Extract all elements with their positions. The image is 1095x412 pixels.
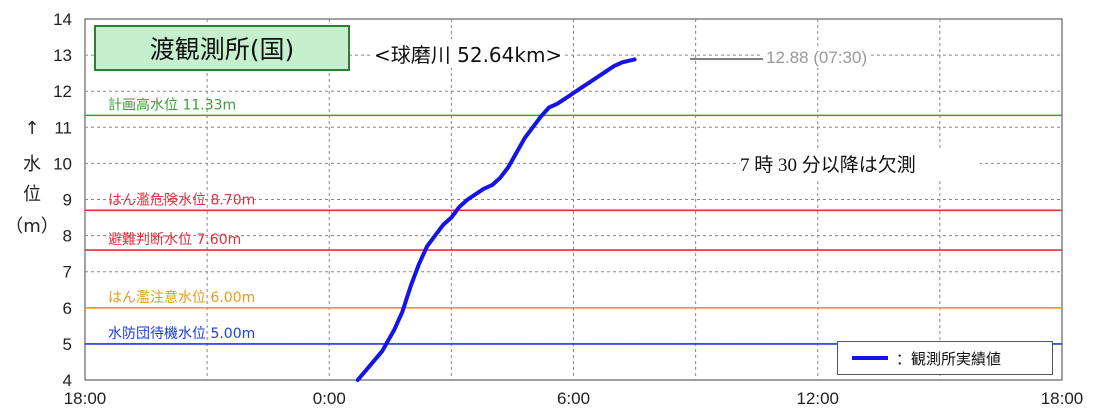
y-axis-label-part: 位: [23, 184, 41, 205]
y-tick-label: 12: [53, 82, 72, 101]
x-tick-label: 6:00: [557, 389, 590, 408]
river-subtitle: <球磨川 52.64km>: [372, 39, 565, 68]
y-tick-label: 9: [63, 191, 72, 210]
y-tick-label: 4: [63, 371, 72, 390]
y-tick-label: 13: [53, 46, 72, 65]
reference-line-label: はん濫注意水位 6.00m: [108, 289, 255, 306]
x-tick-label: 0:00: [313, 389, 346, 408]
reference-line-label: はん濫危険水位 8.70m: [108, 192, 255, 208]
y-tick-label: 14: [53, 10, 72, 29]
y-tick-label: 8: [63, 227, 72, 246]
reference-line-label: 計画高水位 11.33m: [108, 96, 236, 113]
chart-legend: ：観測所実績値: [837, 341, 1053, 375]
y-axis-label-part: 水: [23, 154, 41, 175]
y-tick-label: 5: [63, 335, 72, 354]
missing-data-note: 7 時 30 分以降は欠測: [740, 148, 980, 178]
x-axis-ticks: 18:00 0:00 6:00 12:00 18:00: [64, 389, 1084, 408]
series-line: [355, 57, 637, 382]
missing-data-note-text: 7 時 30 分以降は欠測: [740, 154, 916, 176]
reference-line-label: 水防団待機水位 5.00m: [108, 326, 255, 342]
x-tick-label: 18:00: [1041, 389, 1084, 408]
last-value-annotation: 12.88 (07:30): [763, 48, 871, 68]
y-axis-ticks: 4 5 6 7 8 9 10 11 12 13 14: [53, 10, 72, 390]
y-tick-label: 11: [54, 118, 72, 137]
series-layer: [355, 57, 637, 382]
legend-label: ：観測所実績値: [896, 349, 1002, 368]
station-title: 渡観測所(国): [94, 25, 350, 71]
y-tick-label: 6: [63, 299, 72, 318]
y-axis-label: ↑ 水位 （m）: [5, 118, 59, 237]
y-tick-label: 7: [63, 263, 72, 282]
reference-line-label: 避難判断水位 7.60m: [108, 232, 241, 248]
y-tick-label: 10: [53, 154, 72, 173]
legend-swatch: [852, 356, 888, 360]
x-tick-label: 18:00: [64, 389, 107, 408]
x-tick-label: 12:00: [796, 389, 839, 408]
y-axis-label-part: （m）: [5, 216, 59, 237]
y-axis-label-part: ↑: [24, 118, 39, 139]
